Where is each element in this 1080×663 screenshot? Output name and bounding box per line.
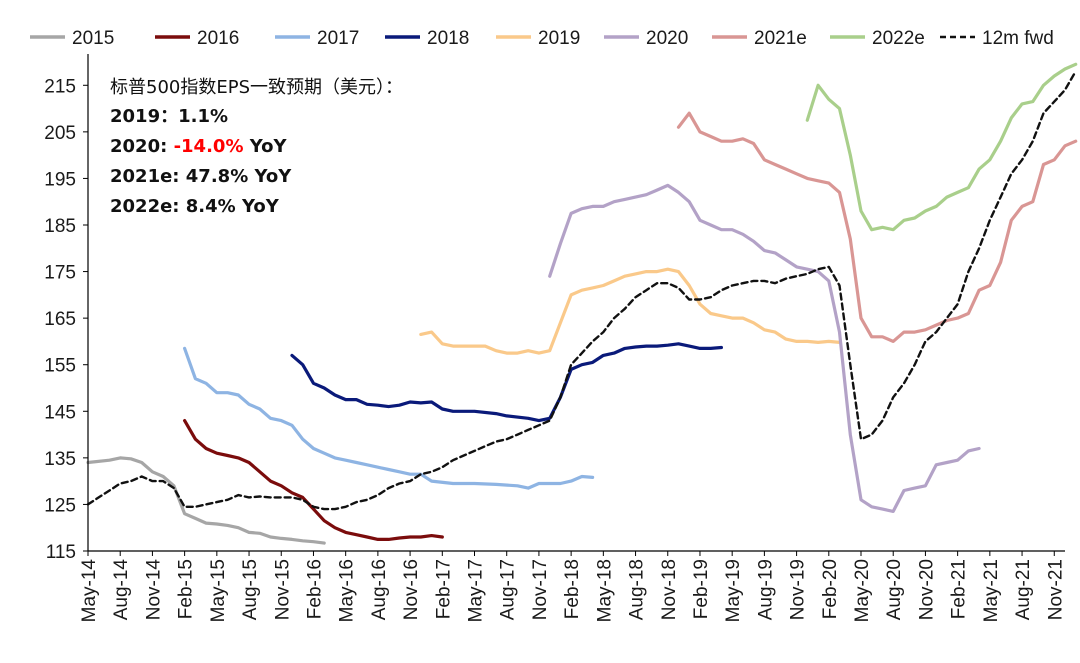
x-tick-label: Aug-20 (884, 559, 905, 620)
series-line-2017 (183, 346, 595, 490)
legend: 2015 2016 2017 2018 2019 2020 2021e 2022e 12m fw… (30, 28, 1054, 49)
annotation-line: 2021e: 47.8% YoY (110, 166, 292, 187)
legend-label: 2021e (754, 28, 807, 49)
y-tick-label: 165 (44, 309, 76, 330)
annotation-heading: 标普500指数EPS一致预期（美元）： (110, 77, 403, 98)
x-tick-label: Aug-21 (1013, 559, 1034, 620)
y-tick-label: 155 (44, 356, 76, 377)
series-line-12m-fwd (86, 70, 1077, 511)
annotation-label: 2019： (110, 106, 178, 127)
x-tick-label: Nov-20 (916, 559, 937, 620)
annotation-value: 47.8% (186, 166, 248, 187)
x-tick-label: Feb-18 (562, 559, 583, 619)
annotation-value: -14.0% (174, 136, 244, 157)
annotation-suffix: YoY (248, 166, 292, 187)
plot-area (86, 62, 1078, 545)
annotation-line: 2020: -14.0% YoY (110, 136, 287, 157)
series-line-2020 (548, 183, 981, 513)
y-tick-label: 185 (44, 216, 76, 237)
annotation-label: 2021e: (110, 166, 186, 187)
axes: 115 125 135 145 155 165 175 185 195 205 215 May-14 A… (44, 54, 1066, 622)
annotation-line: 2022e: 8.4% YoY (110, 196, 280, 217)
annotation-value: 1.1% (178, 106, 228, 127)
series-line-2018 (290, 342, 723, 423)
x-tick-label: Nov-18 (659, 559, 680, 620)
series-line-2019 (419, 267, 842, 355)
y-tick-label: 175 (44, 263, 76, 284)
x-tick-label: Feb-19 (691, 559, 712, 619)
x-tick-label: Aug-16 (369, 559, 390, 620)
x-tick-label: Nov-19 (788, 559, 809, 620)
series-line-2015 (86, 456, 326, 545)
x-tick-label: Aug-17 (498, 559, 519, 620)
y-tick-label: 215 (44, 76, 76, 97)
y-tick-label: 145 (44, 402, 76, 423)
annotation-value: 8.4% (186, 196, 236, 217)
legend-label: 2019 (538, 28, 580, 49)
x-tick-label: May-16 (337, 559, 358, 622)
x-tick-label: Aug-18 (627, 559, 648, 620)
series-line-2021e (676, 111, 1078, 343)
legend-label: 2020 (646, 28, 688, 49)
annotation-suffix: YoY (236, 196, 280, 217)
legend-label: 2017 (317, 28, 359, 49)
series-line-2016 (183, 419, 444, 541)
y-tick-label: 195 (44, 169, 76, 190)
legend-label: 2018 (427, 28, 469, 49)
x-tick-label: May-15 (208, 559, 229, 622)
x-tick-label: Feb-21 (949, 559, 970, 619)
annotation-box: 标普500指数EPS一致预期（美元）：2019：1.1%2020: -14.0%… (110, 77, 403, 217)
y-tick-label: 205 (44, 123, 76, 144)
x-tick-label: May-20 (852, 559, 873, 622)
annotation-suffix: YoY (243, 136, 287, 157)
legend-label: 2016 (197, 28, 239, 49)
x-tick-label: Feb-20 (820, 559, 841, 619)
x-tick-label: Nov-17 (530, 559, 551, 620)
x-tick-label: May-17 (466, 559, 487, 622)
legend-label: 12m fwd (982, 28, 1054, 49)
x-tick-label: Nov-16 (401, 559, 422, 620)
annotation-label: 2020: (110, 136, 174, 157)
series-line-2022e (805, 62, 1078, 232)
legend-label: 2022e (872, 28, 925, 49)
x-tick-label: May-14 (79, 559, 100, 623)
x-tick-label: Nov-21 (1045, 559, 1066, 620)
x-tick-label: Feb-16 (304, 559, 325, 619)
x-tick-label: Feb-15 (176, 559, 197, 619)
y-tick-label: 115 (46, 542, 76, 563)
annotation-label: 2022e: (110, 196, 186, 217)
legend-label: 2015 (72, 28, 114, 49)
x-tick-label: Aug-15 (240, 559, 261, 620)
annotation-line: 2019：1.1% (110, 106, 228, 127)
x-tick-label: May-19 (723, 559, 744, 622)
x-tick-label: Aug-19 (755, 559, 776, 620)
y-tick-label: 135 (44, 449, 76, 470)
x-tick-label: Aug-14 (111, 559, 132, 621)
y-tick-label: 125 (44, 495, 76, 516)
x-tick-label: Feb-17 (433, 559, 454, 619)
x-tick-label: Nov-14 (143, 559, 164, 621)
x-tick-label: May-21 (981, 559, 1002, 622)
x-tick-label: Nov-15 (272, 559, 293, 620)
x-tick-label: May-18 (594, 559, 615, 622)
